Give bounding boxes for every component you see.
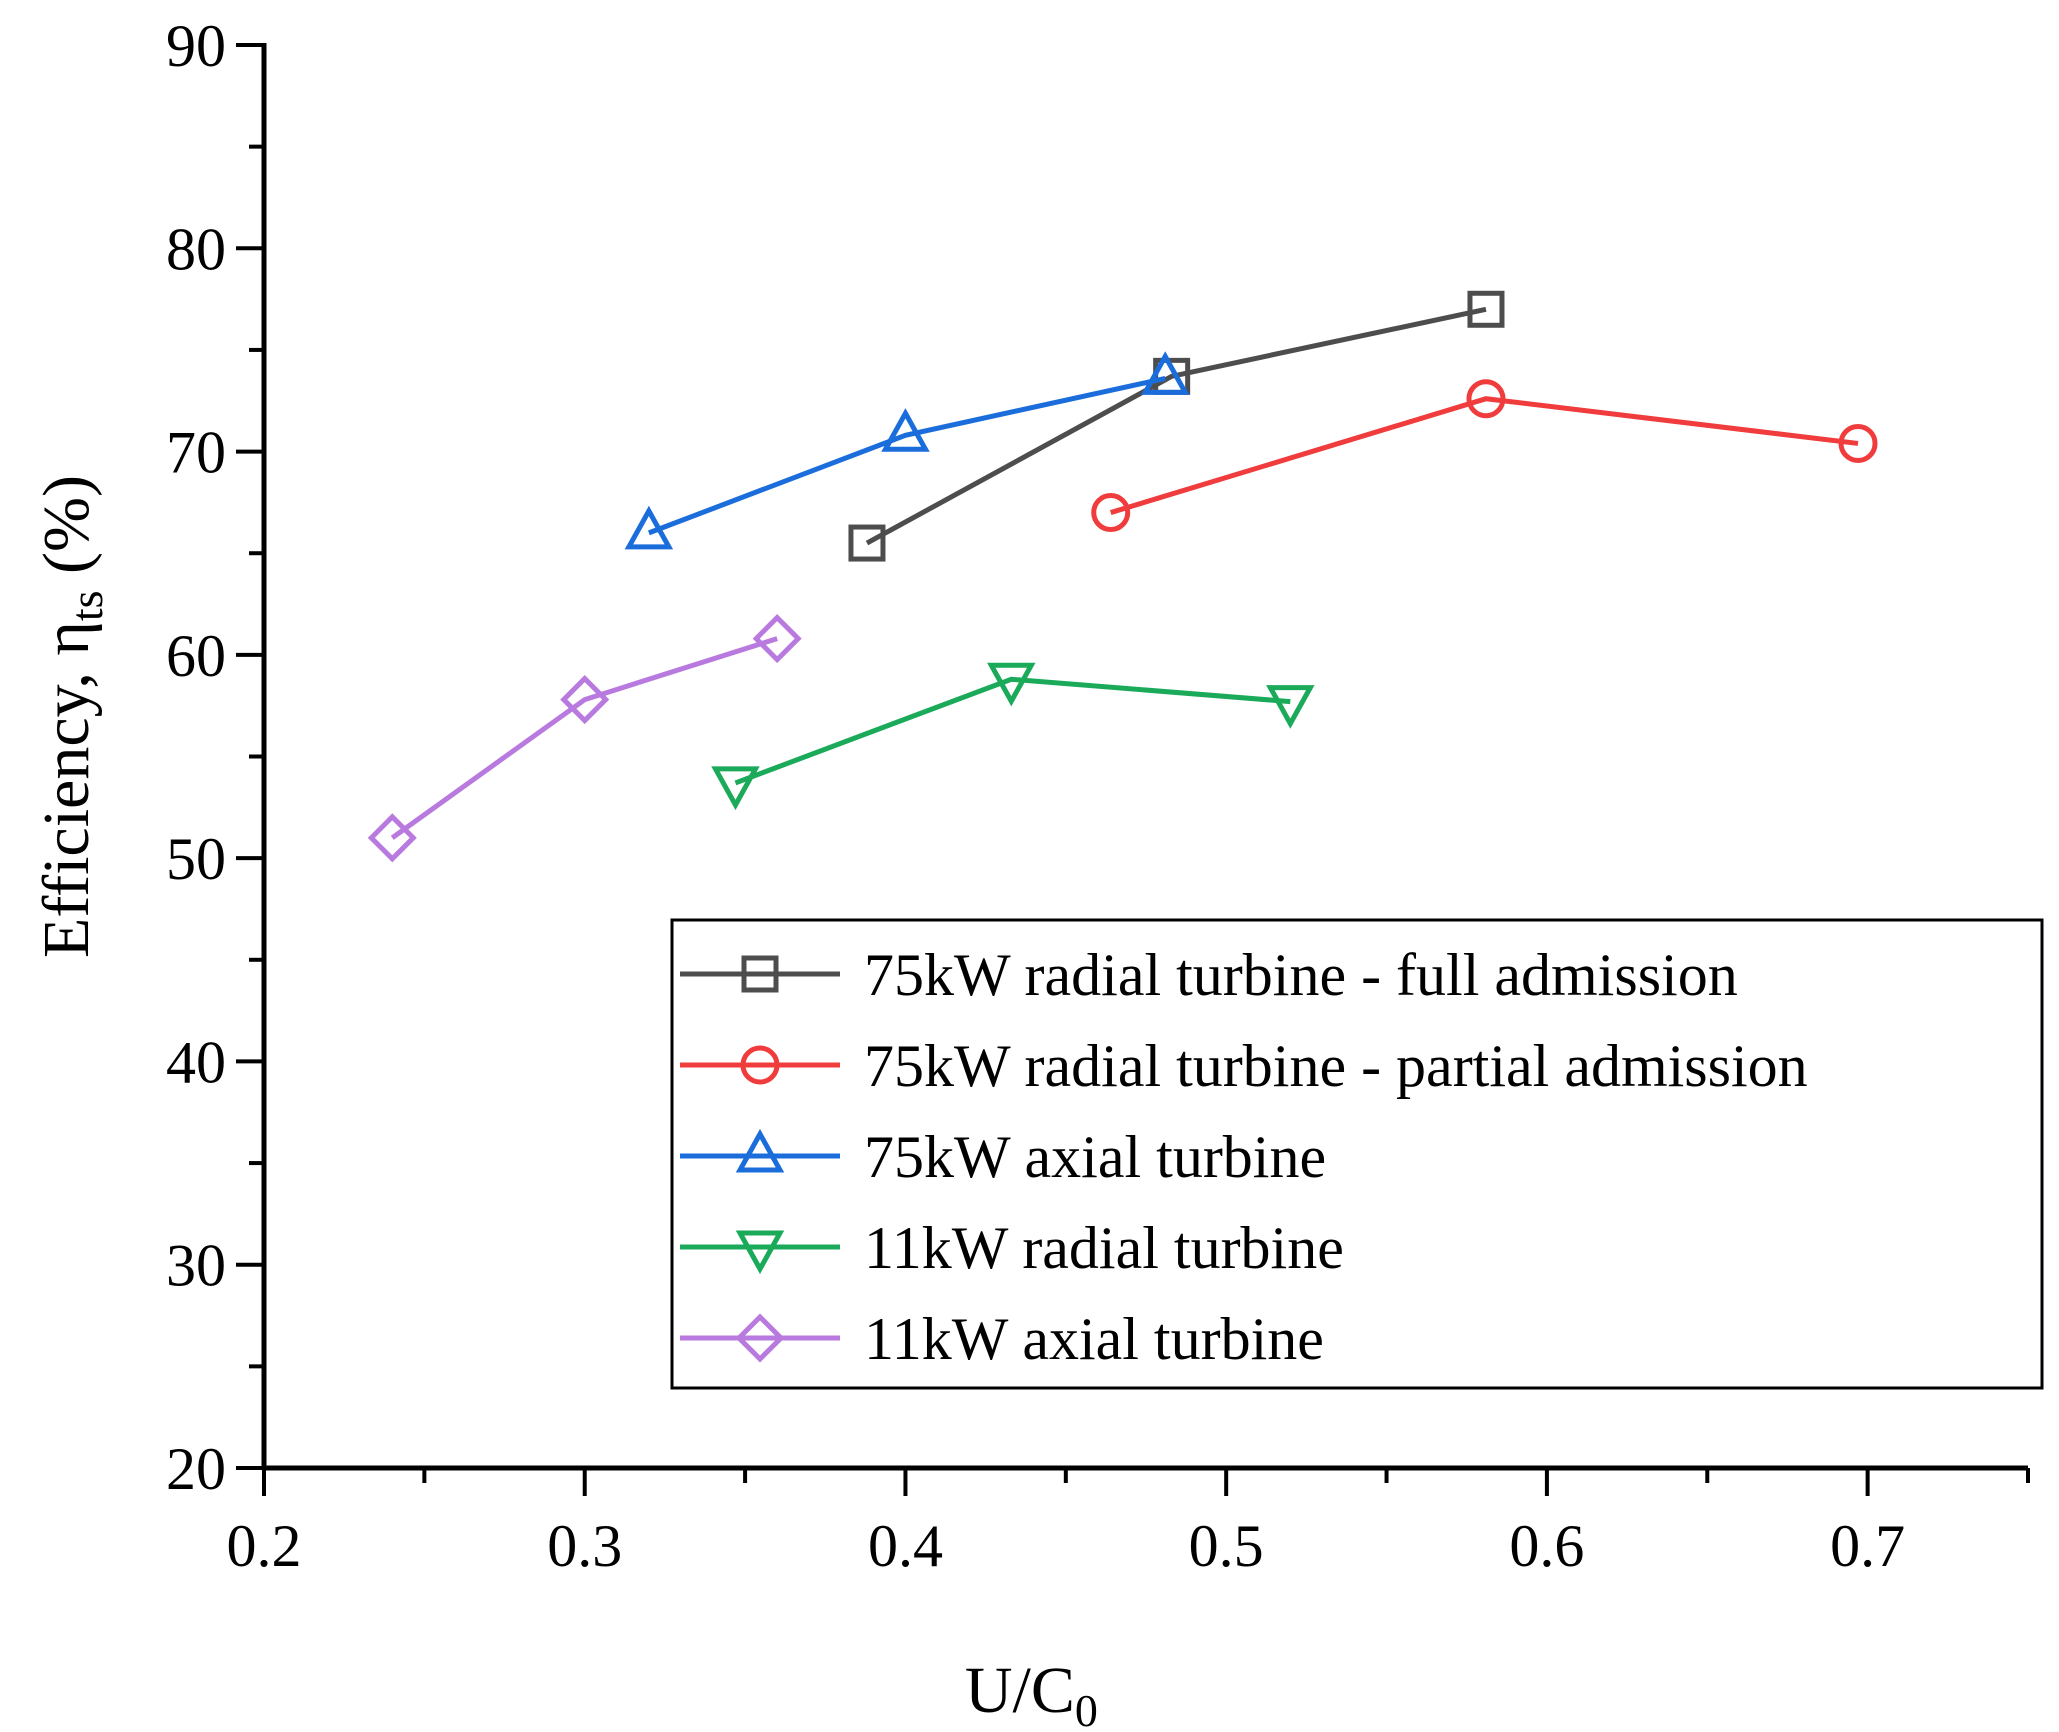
legend-marker bbox=[740, 1045, 780, 1085]
data-point bbox=[1838, 423, 1878, 463]
data-point bbox=[1466, 379, 1506, 419]
legend-item: 75kW axial turbine bbox=[680, 1124, 1326, 1190]
legend-marker bbox=[741, 955, 779, 993]
legend-label: 75kW radial turbine - partial admission bbox=[864, 1033, 1808, 1099]
data-point bbox=[752, 614, 802, 664]
y-tick-label: 30 bbox=[166, 1233, 226, 1299]
legend-marker bbox=[735, 1128, 785, 1173]
legend-item: 75kW radial turbine - partial admission bbox=[680, 1033, 1808, 1099]
legend-marker bbox=[735, 1313, 785, 1363]
legend: 75kW radial turbine - full admission 75kW… bbox=[670, 918, 2044, 1390]
series-line bbox=[647, 375, 1166, 536]
y-tick-label: 50 bbox=[166, 826, 226, 892]
y-tick-label: 70 bbox=[166, 420, 226, 486]
legend-label: 75kW axial turbine bbox=[864, 1124, 1326, 1190]
data-point bbox=[987, 662, 1036, 707]
data-point bbox=[881, 408, 930, 452]
series-line bbox=[390, 636, 778, 840]
y-tick-label: 80 bbox=[166, 216, 226, 282]
legend-box bbox=[670, 918, 2044, 1390]
data-point bbox=[560, 675, 610, 725]
data-point bbox=[367, 813, 417, 863]
x-axis-title: U/C0 bbox=[965, 1654, 1098, 1732]
x-tick-label: 0.2 bbox=[227, 1513, 302, 1579]
y-tick-label: 60 bbox=[166, 623, 226, 689]
axis-titles: U/C0 Efficiency, ηts (%) bbox=[30, 475, 1098, 1732]
legend-label: 75kW radial turbine - full admission bbox=[864, 942, 1738, 1008]
legend-marker bbox=[735, 1230, 785, 1275]
data-point bbox=[1091, 493, 1131, 533]
legend-label: 11kW radial turbine bbox=[864, 1215, 1344, 1281]
legend-item: 75kW radial turbine - full admission bbox=[680, 942, 1738, 1008]
data-point bbox=[1140, 351, 1190, 395]
legend-item: 11kW radial turbine bbox=[680, 1215, 1344, 1281]
y-tick-label: 40 bbox=[166, 1029, 226, 1095]
x-tick-label: 0.4 bbox=[868, 1513, 943, 1579]
x-tick-label: 0.6 bbox=[1509, 1513, 1584, 1579]
series-line bbox=[1109, 396, 1859, 515]
series-layer bbox=[367, 290, 1878, 863]
series-line bbox=[734, 676, 1291, 786]
y-axis-title: Efficiency, ηts (%) bbox=[30, 475, 112, 958]
axes: 20 30 40 50 60 70 80 90 0.2 0.3 0.4 0.5 0.6 0.7 bbox=[166, 13, 2030, 1579]
data-point bbox=[1467, 290, 1505, 328]
x-tick-label: 0.7 bbox=[1830, 1513, 1905, 1579]
legend-item: 11kW axial turbine bbox=[680, 1306, 1324, 1372]
series-3 bbox=[624, 351, 1190, 550]
series-5 bbox=[367, 614, 802, 863]
series-2 bbox=[1091, 379, 1878, 533]
y-tick-label: 90 bbox=[166, 13, 226, 79]
series-4 bbox=[711, 662, 1315, 811]
legend-label: 11kW axial turbine bbox=[864, 1306, 1324, 1372]
data-point bbox=[711, 766, 760, 811]
x-tick-label: 0.5 bbox=[1189, 1513, 1264, 1579]
data-point bbox=[1266, 685, 1315, 729]
y-tick-label: 20 bbox=[166, 1436, 226, 1502]
data-point bbox=[848, 524, 886, 562]
data-point bbox=[624, 505, 674, 550]
series-line bbox=[865, 306, 1487, 546]
x-tick-label: 0.3 bbox=[547, 1513, 622, 1579]
